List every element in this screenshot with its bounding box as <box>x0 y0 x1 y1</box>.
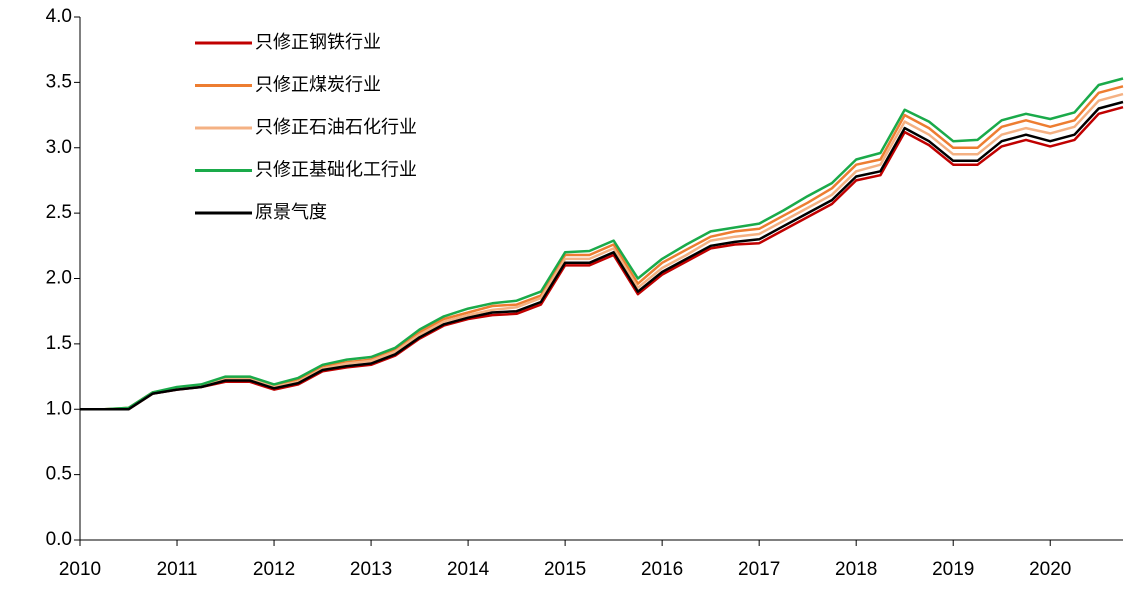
y-tick-label: 0.5 <box>46 464 72 485</box>
x-tick-label: 2012 <box>253 559 295 580</box>
series-line <box>80 85 1124 411</box>
x-tick-label: 2018 <box>835 559 877 580</box>
y-tick-label: 4.0 <box>46 6 72 27</box>
x-tick-label: 2014 <box>447 559 490 580</box>
legend-label: 只修正煤炭行业 <box>255 75 381 96</box>
y-tick-label: 1.5 <box>46 333 72 354</box>
legend-label: 原景气度 <box>255 202 327 223</box>
y-tick-label: 2.0 <box>46 268 72 289</box>
x-tick-label: 2011 <box>157 559 198 580</box>
x-tick-label: 2016 <box>641 559 683 580</box>
y-tick-label: 3.0 <box>46 137 72 158</box>
series-line <box>80 100 1124 411</box>
legend-label: 只修正基础化工行业 <box>255 160 417 181</box>
x-tick-label: 2019 <box>932 559 974 580</box>
y-tick-label: 0.0 <box>46 529 72 550</box>
x-tick-label: 2015 <box>544 559 586 580</box>
x-tick-label: 2017 <box>738 559 780 580</box>
legend-label: 只修正钢铁行业 <box>255 32 381 53</box>
legend-label: 只修正石油石化行业 <box>255 117 417 138</box>
y-tick-label: 2.5 <box>46 202 72 223</box>
x-tick-label: 2013 <box>350 559 392 580</box>
y-tick-label: 3.5 <box>46 71 72 92</box>
x-tick-label: 2010 <box>59 559 101 580</box>
x-tick-label: 2020 <box>1029 559 1071 580</box>
series-line <box>80 77 1124 411</box>
y-tick-label: 1.0 <box>46 398 72 419</box>
